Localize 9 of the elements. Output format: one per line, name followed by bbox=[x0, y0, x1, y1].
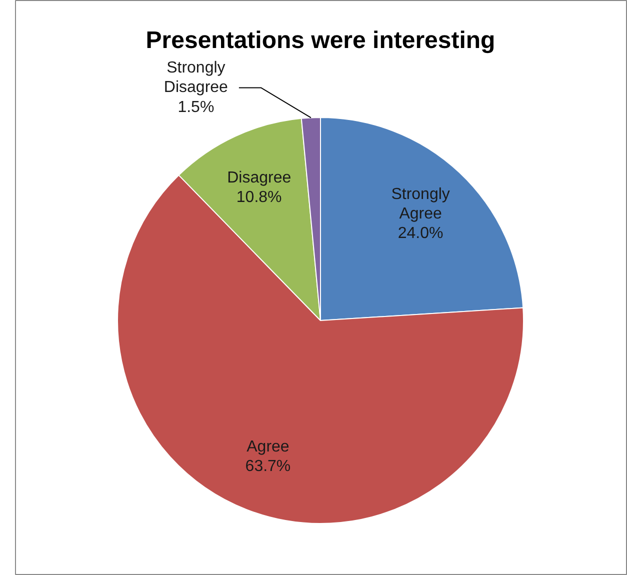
chart-title: Presentations were interesting bbox=[146, 27, 496, 54]
slice-label: Strongly Agree bbox=[391, 186, 450, 222]
slice-label: Disagree bbox=[227, 170, 292, 187]
data-label: 24.0% bbox=[398, 225, 444, 242]
slice-label: Agree bbox=[246, 438, 290, 456]
data-label: 10.8% bbox=[236, 189, 282, 206]
slice-label: Strongly Disagree bbox=[164, 60, 228, 96]
data-label: 63.7% bbox=[245, 458, 291, 476]
data-label: 1.5% bbox=[178, 98, 214, 116]
